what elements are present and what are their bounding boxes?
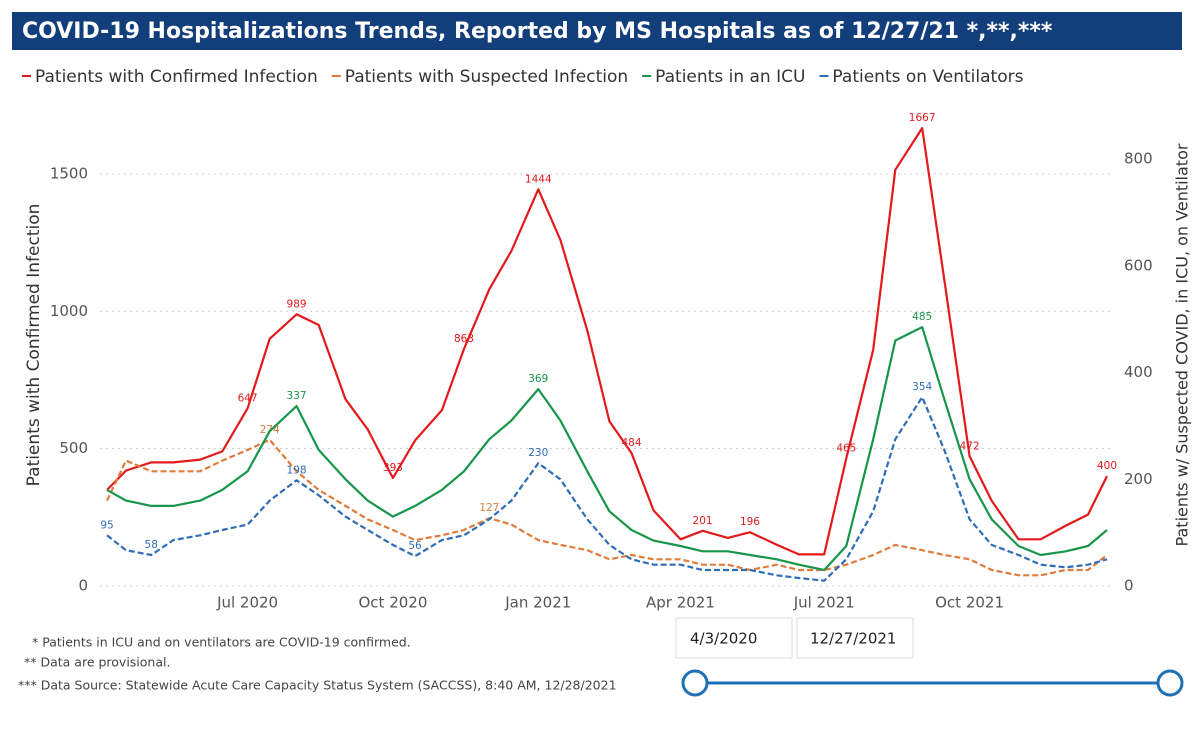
legend-label: Patients with Suspected Infection (345, 67, 628, 87)
x-tick-label: Oct 2020 (358, 594, 427, 612)
data-label: 472 (960, 440, 980, 452)
data-label: 863 (454, 333, 474, 345)
data-label: 198 (287, 464, 307, 476)
data-label: 196 (740, 516, 760, 528)
y-axis-label: Patients with Confirmed Infection (24, 204, 44, 487)
data-label: 400 (1097, 460, 1117, 472)
legend: Patients with Confirmed Infection Patient… (22, 67, 1024, 87)
y2-tick-label: 800 (1124, 150, 1153, 168)
title-banner (12, 12, 1182, 50)
y2-axis-label: Patients w/ Suspected COVID, in ICU, on … (1173, 143, 1192, 546)
x-tick-label: Jan 2021 (504, 594, 571, 612)
slider-handle[interactable] (681, 669, 709, 697)
data-label: 201 (693, 515, 713, 527)
legend-label: Patients on Ventilators (832, 67, 1023, 87)
y2-tick-label: 200 (1124, 470, 1153, 488)
data-label: 465 (836, 442, 856, 454)
start-date[interactable]: 4/3/2020 (690, 630, 757, 648)
data-label: 1667 (909, 112, 936, 124)
series-line (106, 127, 1108, 556)
data-label: 485 (912, 311, 932, 323)
end-date-box[interactable] (796, 617, 914, 659)
data-label: 58 (145, 539, 158, 551)
data-label: 369 (528, 373, 548, 385)
series-line (106, 396, 1108, 582)
y2-tick-label: 0 (1124, 577, 1134, 595)
data-label: 647 (238, 392, 258, 404)
start-date-box[interactable] (675, 617, 793, 659)
footnote: *** Data Source: Statewide Acute Care Ca… (18, 678, 617, 693)
y-tick-label: 1000 (50, 302, 88, 320)
end-date[interactable]: 12/27/2021 (810, 630, 896, 648)
y-tick-label: 500 (59, 439, 88, 457)
x-tick-label: Oct 2021 (935, 594, 1004, 612)
series-line (106, 326, 1108, 572)
data-label: 56 (408, 540, 422, 552)
legend-label: Patients in an ICU (655, 67, 805, 87)
footnote: * Patients in ICU and on ventilators are… (32, 635, 411, 650)
data-label: 1444 (525, 173, 552, 185)
y-tick-label: 0 (78, 577, 88, 595)
data-label: 230 (528, 447, 548, 459)
slider-handle[interactable] (1156, 669, 1184, 697)
x-tick-label: Jul 2020 (216, 594, 278, 612)
footnote: ** Data are provisional. (24, 655, 170, 670)
x-tick-label: Apr 2021 (646, 594, 715, 612)
data-label: 354 (912, 381, 932, 393)
data-label: 95 (100, 519, 113, 531)
data-label: 127 (479, 502, 499, 514)
data-label: 337 (287, 390, 307, 402)
y-tick-label: 1500 (50, 164, 88, 182)
x-tick-label: Jul 2021 (793, 594, 855, 612)
data-label: 484 (621, 437, 641, 449)
chart-title: COVID-19 Hospitalizations Trends, Report… (22, 19, 1053, 44)
legend-label: Patients with Confirmed Infection (35, 67, 318, 87)
y2-tick-label: 600 (1124, 256, 1153, 274)
data-label: 989 (287, 298, 307, 310)
data-label: 393 (383, 462, 403, 474)
y2-tick-label: 400 (1124, 363, 1153, 381)
